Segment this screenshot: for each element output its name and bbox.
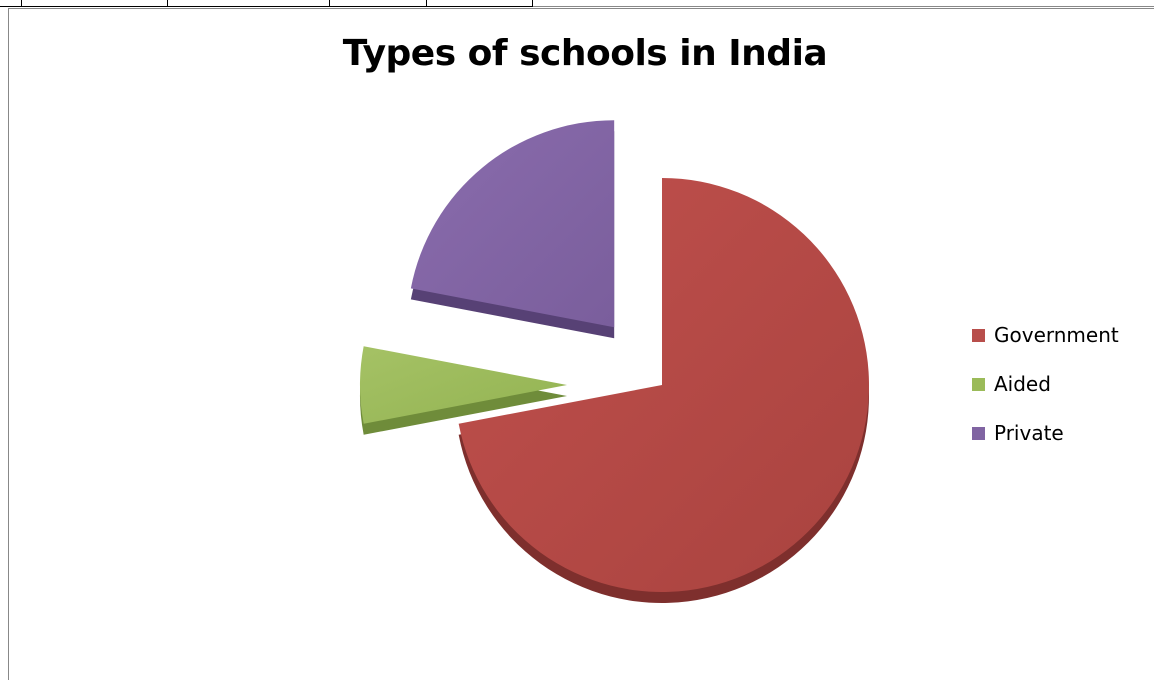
legend-item-aided[interactable]: Aided — [972, 372, 1148, 396]
chart-title: Types of schools in India — [342, 33, 828, 74]
legend-item-government[interactable]: Government — [972, 323, 1148, 347]
legend-item-private[interactable]: Private — [972, 421, 1148, 445]
column-cell — [22, 0, 168, 7]
legend-label-private: Private — [994, 421, 1064, 445]
legend-swatch-government — [972, 328, 985, 342]
spreadsheet-column-strip — [0, 0, 1154, 8]
column-cell — [0, 0, 22, 7]
pie-slice-government[interactable] — [458, 178, 869, 592]
column-cell — [533, 0, 1154, 7]
pie-slice-aided[interactable] — [360, 346, 567, 424]
column-cell — [330, 0, 427, 7]
legend-label-government: Government — [994, 323, 1119, 347]
column-cell — [427, 0, 533, 7]
chart-legend: Government Aided Private — [972, 323, 1148, 470]
pie-slice-private[interactable] — [410, 120, 615, 328]
legend-label-aided: Aided — [994, 372, 1051, 396]
legend-swatch-private — [972, 426, 985, 440]
legend-swatch-aided — [972, 377, 985, 391]
column-cell — [168, 0, 330, 7]
